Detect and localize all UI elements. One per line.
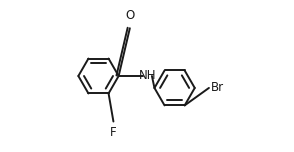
Text: NH: NH bbox=[139, 69, 156, 83]
Text: Br: Br bbox=[211, 81, 223, 94]
Text: F: F bbox=[110, 126, 117, 139]
Text: O: O bbox=[125, 9, 134, 22]
